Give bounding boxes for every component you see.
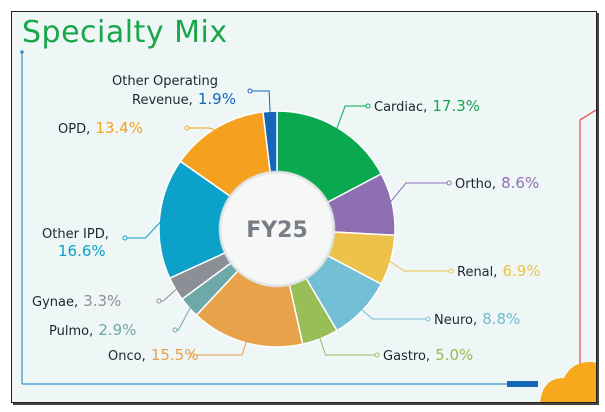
label-renal-value: 6.9% [503, 262, 541, 280]
label-pulmo: Pulmo, 2.9% [49, 320, 136, 339]
label-onco-value: 15.5% [151, 346, 199, 364]
label-cardiac-name: Cardiac, [374, 100, 427, 115]
label-cardiac: Cardiac, 17.3% [374, 96, 480, 115]
label-opd: OPD, 13.4% [58, 118, 143, 137]
leader-line-pulmo [175, 304, 193, 331]
leader-line-other-operating-revenue [250, 90, 271, 116]
label-other-op: Revenue, 1.9% [132, 89, 236, 108]
leader-line-neuro [359, 307, 428, 320]
donut-hole [220, 172, 334, 286]
donut-slices [158, 110, 396, 348]
leader-dot-other-operating-revenue [247, 88, 253, 94]
leader-dot-renal [448, 268, 454, 274]
bottom-accent-bar [507, 381, 538, 387]
label-gynae: Gynae, 3.3% [32, 291, 121, 310]
label-onco-name: Onco, [108, 349, 146, 364]
chart-title: Specialty Mix [22, 15, 228, 50]
leader-lines [122, 88, 454, 358]
chart-frame: Specialty Mix FY25 Cardiac, 17.3% Ortho,… [11, 11, 597, 403]
leader-dot-onco [189, 352, 195, 358]
leader-dot-opd [184, 125, 190, 131]
label-ortho-name: Ortho, [455, 177, 496, 192]
left-accent-dot [20, 50, 24, 54]
label-other-op-value: 1.9% [198, 90, 236, 108]
donut-chart: FY25 Cardiac, 17.3% Ortho, 8.6% Renal, 6… [20, 50, 596, 402]
center-label: FY25 [246, 218, 308, 243]
leader-dot-gynae [156, 298, 162, 304]
label-ortho: Ortho, 8.6% [455, 173, 539, 192]
label-gastro-name: Gastro, [383, 349, 430, 364]
leader-line-gastro [318, 334, 377, 356]
label-neuro-value: 8.8% [482, 310, 520, 328]
label-pulmo-name: Pulmo, [49, 324, 93, 339]
label-neuro-name: Neuro, [434, 313, 477, 328]
leader-dot-pulmo [172, 327, 178, 333]
label-other-op-line1: Other Operating [112, 74, 218, 89]
right-accent-line [579, 109, 596, 402]
cloud-decoration [540, 362, 596, 402]
leader-line-ortho [387, 182, 449, 205]
leader-dot-other-ipd [122, 235, 128, 241]
label-ortho-value: 8.6% [501, 174, 539, 192]
leader-line-opd [187, 127, 219, 132]
label-other-ipd-name: Other IPD, [42, 227, 109, 242]
label-other-ipd-value: 16.6% [58, 242, 106, 260]
label-renal-name: Renal, [457, 265, 497, 280]
label-cardiac-value: 17.3% [432, 97, 480, 115]
leader-line-cardiac [335, 105, 368, 132]
label-gastro-value: 5.0% [435, 346, 473, 364]
label-gastro: Gastro, 5.0% [383, 345, 473, 364]
donut-hole-shadow [218, 170, 336, 288]
label-opd-name: OPD, [58, 122, 90, 137]
leader-dot-cardiac [365, 103, 371, 109]
label-renal: Renal, 6.9% [457, 261, 541, 280]
label-pulmo-value: 2.9% [98, 321, 136, 339]
label-gynae-value: 3.3% [83, 292, 121, 310]
leader-line-gynae [159, 286, 180, 302]
leader-dot-neuro [425, 316, 431, 322]
leader-dot-ortho [446, 180, 452, 186]
leader-line-other-ipd [125, 218, 164, 239]
label-neuro: Neuro, 8.8% [434, 309, 520, 328]
leader-dot-gastro [374, 352, 380, 358]
leader-line-onco [192, 338, 248, 356]
label-onco: Onco, 15.5% [108, 345, 198, 364]
leader-line-renal [386, 258, 451, 272]
label-gynae-name: Gynae, [32, 295, 78, 310]
label-other-op-name: Revenue, [132, 93, 193, 108]
label-opd-value: 13.4% [95, 119, 143, 137]
